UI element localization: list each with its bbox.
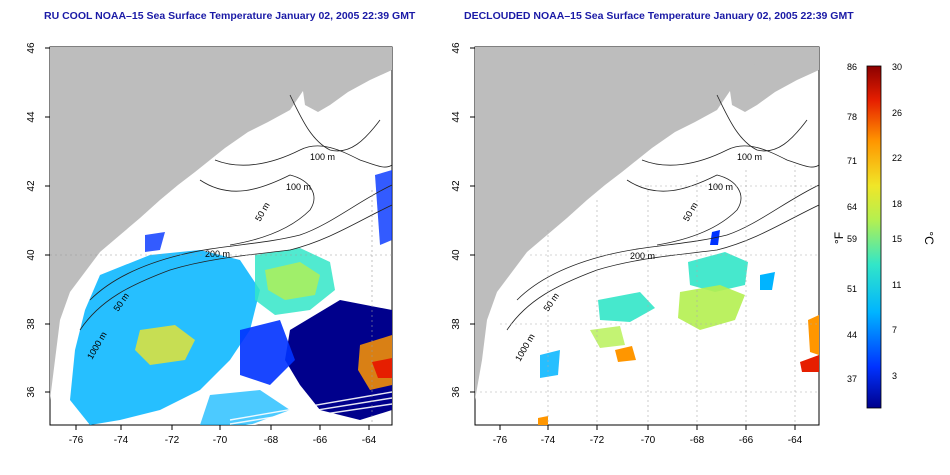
colorbar-f-tick-label: 64 xyxy=(847,202,857,212)
colorbar-gradient xyxy=(866,65,882,409)
right-land xyxy=(475,47,819,400)
colorbar-f-tick-label: 37 xyxy=(847,374,857,384)
right-isobath-label-100m-a: 100 m xyxy=(737,152,762,162)
colorbar-c-tick-label: 26 xyxy=(892,108,902,118)
left-swath-edges xyxy=(229,391,392,425)
right-x-tick-label: -64 xyxy=(788,435,803,446)
right-sst-field xyxy=(538,230,819,425)
right-gridlines xyxy=(480,165,819,425)
left-y-axis: 36 38 40 42 44 46 xyxy=(26,42,50,398)
left-land-nova-scotia xyxy=(300,58,392,112)
right-y-tick-label: 40 xyxy=(451,249,462,261)
colorbar-celsius-label: °C xyxy=(922,231,936,245)
left-panel-title: RU COOL NOAA–15 Sea Surface Temperature … xyxy=(44,10,416,22)
left-isobath-label-100m-b: 100 m xyxy=(286,182,311,192)
left-isobaths xyxy=(79,94,392,331)
right-y-tick-label: 42 xyxy=(451,180,462,192)
colorbar: 86 78 71 64 59 51 44 37 30 26 22 18 15 1… xyxy=(832,62,936,409)
colorbar-f-tick-label: 86 xyxy=(847,62,857,72)
right-x-tick-label: -66 xyxy=(739,435,754,446)
colorbar-c-tick-label: 22 xyxy=(892,153,902,163)
colorbar-c-tick-label: 7 xyxy=(892,325,897,335)
left-y-tick-label: 40 xyxy=(26,249,37,261)
left-gridlines xyxy=(50,190,392,425)
left-x-tick-label: -76 xyxy=(69,435,84,446)
right-x-tick-label: -68 xyxy=(690,435,705,446)
right-y-tick-label: 38 xyxy=(451,318,462,330)
right-isobath-label-100m-b: 100 m xyxy=(708,182,733,192)
left-isobath-label-100m-a: 100 m xyxy=(310,152,335,162)
colorbar-f-tick-label: 78 xyxy=(847,112,857,122)
right-isobaths xyxy=(506,94,819,331)
right-x-tick-label: -74 xyxy=(541,435,556,446)
colorbar-f-tick-label: 44 xyxy=(847,330,857,340)
colorbar-f-tick-label: 71 xyxy=(847,156,857,166)
right-map: 100 m 100 m 50 m 200 m 50 m 1000 m -76 -… xyxy=(451,42,820,446)
colorbar-c-tick-label: 3 xyxy=(892,371,897,381)
colorbar-f-tick-label: 51 xyxy=(847,284,857,294)
right-land-nova-scotia xyxy=(727,58,819,112)
left-y-tick-label: 46 xyxy=(26,42,37,54)
left-sst-field xyxy=(70,170,392,425)
left-x-tick-label: -64 xyxy=(362,435,377,446)
left-x-axis: -76 -74 -72 -70 -68 -66 -64 xyxy=(69,425,377,446)
right-y-tick-label: 46 xyxy=(451,42,462,54)
left-y-tick-label: 38 xyxy=(26,318,37,330)
left-x-tick-label: -68 xyxy=(264,435,279,446)
colorbar-f-tick-label: 59 xyxy=(847,234,857,244)
colorbar-c-tick-label: 15 xyxy=(892,234,902,244)
left-map: 100 m 100 m 50 m 200 m 50 m 1000 m -76 -… xyxy=(26,42,393,446)
colorbar-c-tick-label: 18 xyxy=(892,199,902,209)
colorbar-c-tick-label: 30 xyxy=(892,62,902,72)
colorbar-fahrenheit-label: °F xyxy=(832,232,846,244)
left-isobath-label-200m: 200 m xyxy=(205,249,230,259)
right-x-tick-label: -72 xyxy=(590,435,605,446)
right-y-tick-label: 36 xyxy=(451,386,462,398)
left-x-tick-label: -72 xyxy=(165,435,180,446)
right-x-tick-label: -76 xyxy=(493,435,508,446)
left-y-tick-label: 44 xyxy=(26,111,37,123)
left-x-tick-label: -74 xyxy=(114,435,129,446)
colorbar-celsius-ticks: 30 26 22 18 15 11 7 3 xyxy=(892,62,902,381)
right-isobath-label-200m: 200 m xyxy=(630,251,655,261)
right-x-tick-label: -70 xyxy=(641,435,656,446)
left-y-tick-label: 36 xyxy=(26,386,37,398)
colorbar-fahrenheit-ticks: 86 78 71 64 59 51 44 37 xyxy=(847,62,857,384)
right-y-tick-label: 44 xyxy=(451,111,462,123)
left-x-tick-label: -66 xyxy=(313,435,328,446)
left-y-tick-label: 42 xyxy=(26,180,37,192)
right-y-axis: 36 38 40 42 44 46 xyxy=(451,42,475,398)
right-x-axis: -76 -74 -72 -70 -68 -66 -64 xyxy=(493,425,803,446)
left-land xyxy=(50,47,392,400)
right-panel-title: DECLOUDED NOAA–15 Sea Surface Temperatur… xyxy=(464,10,854,22)
colorbar-c-tick-label: 11 xyxy=(892,280,901,290)
left-x-tick-label: -70 xyxy=(213,435,228,446)
